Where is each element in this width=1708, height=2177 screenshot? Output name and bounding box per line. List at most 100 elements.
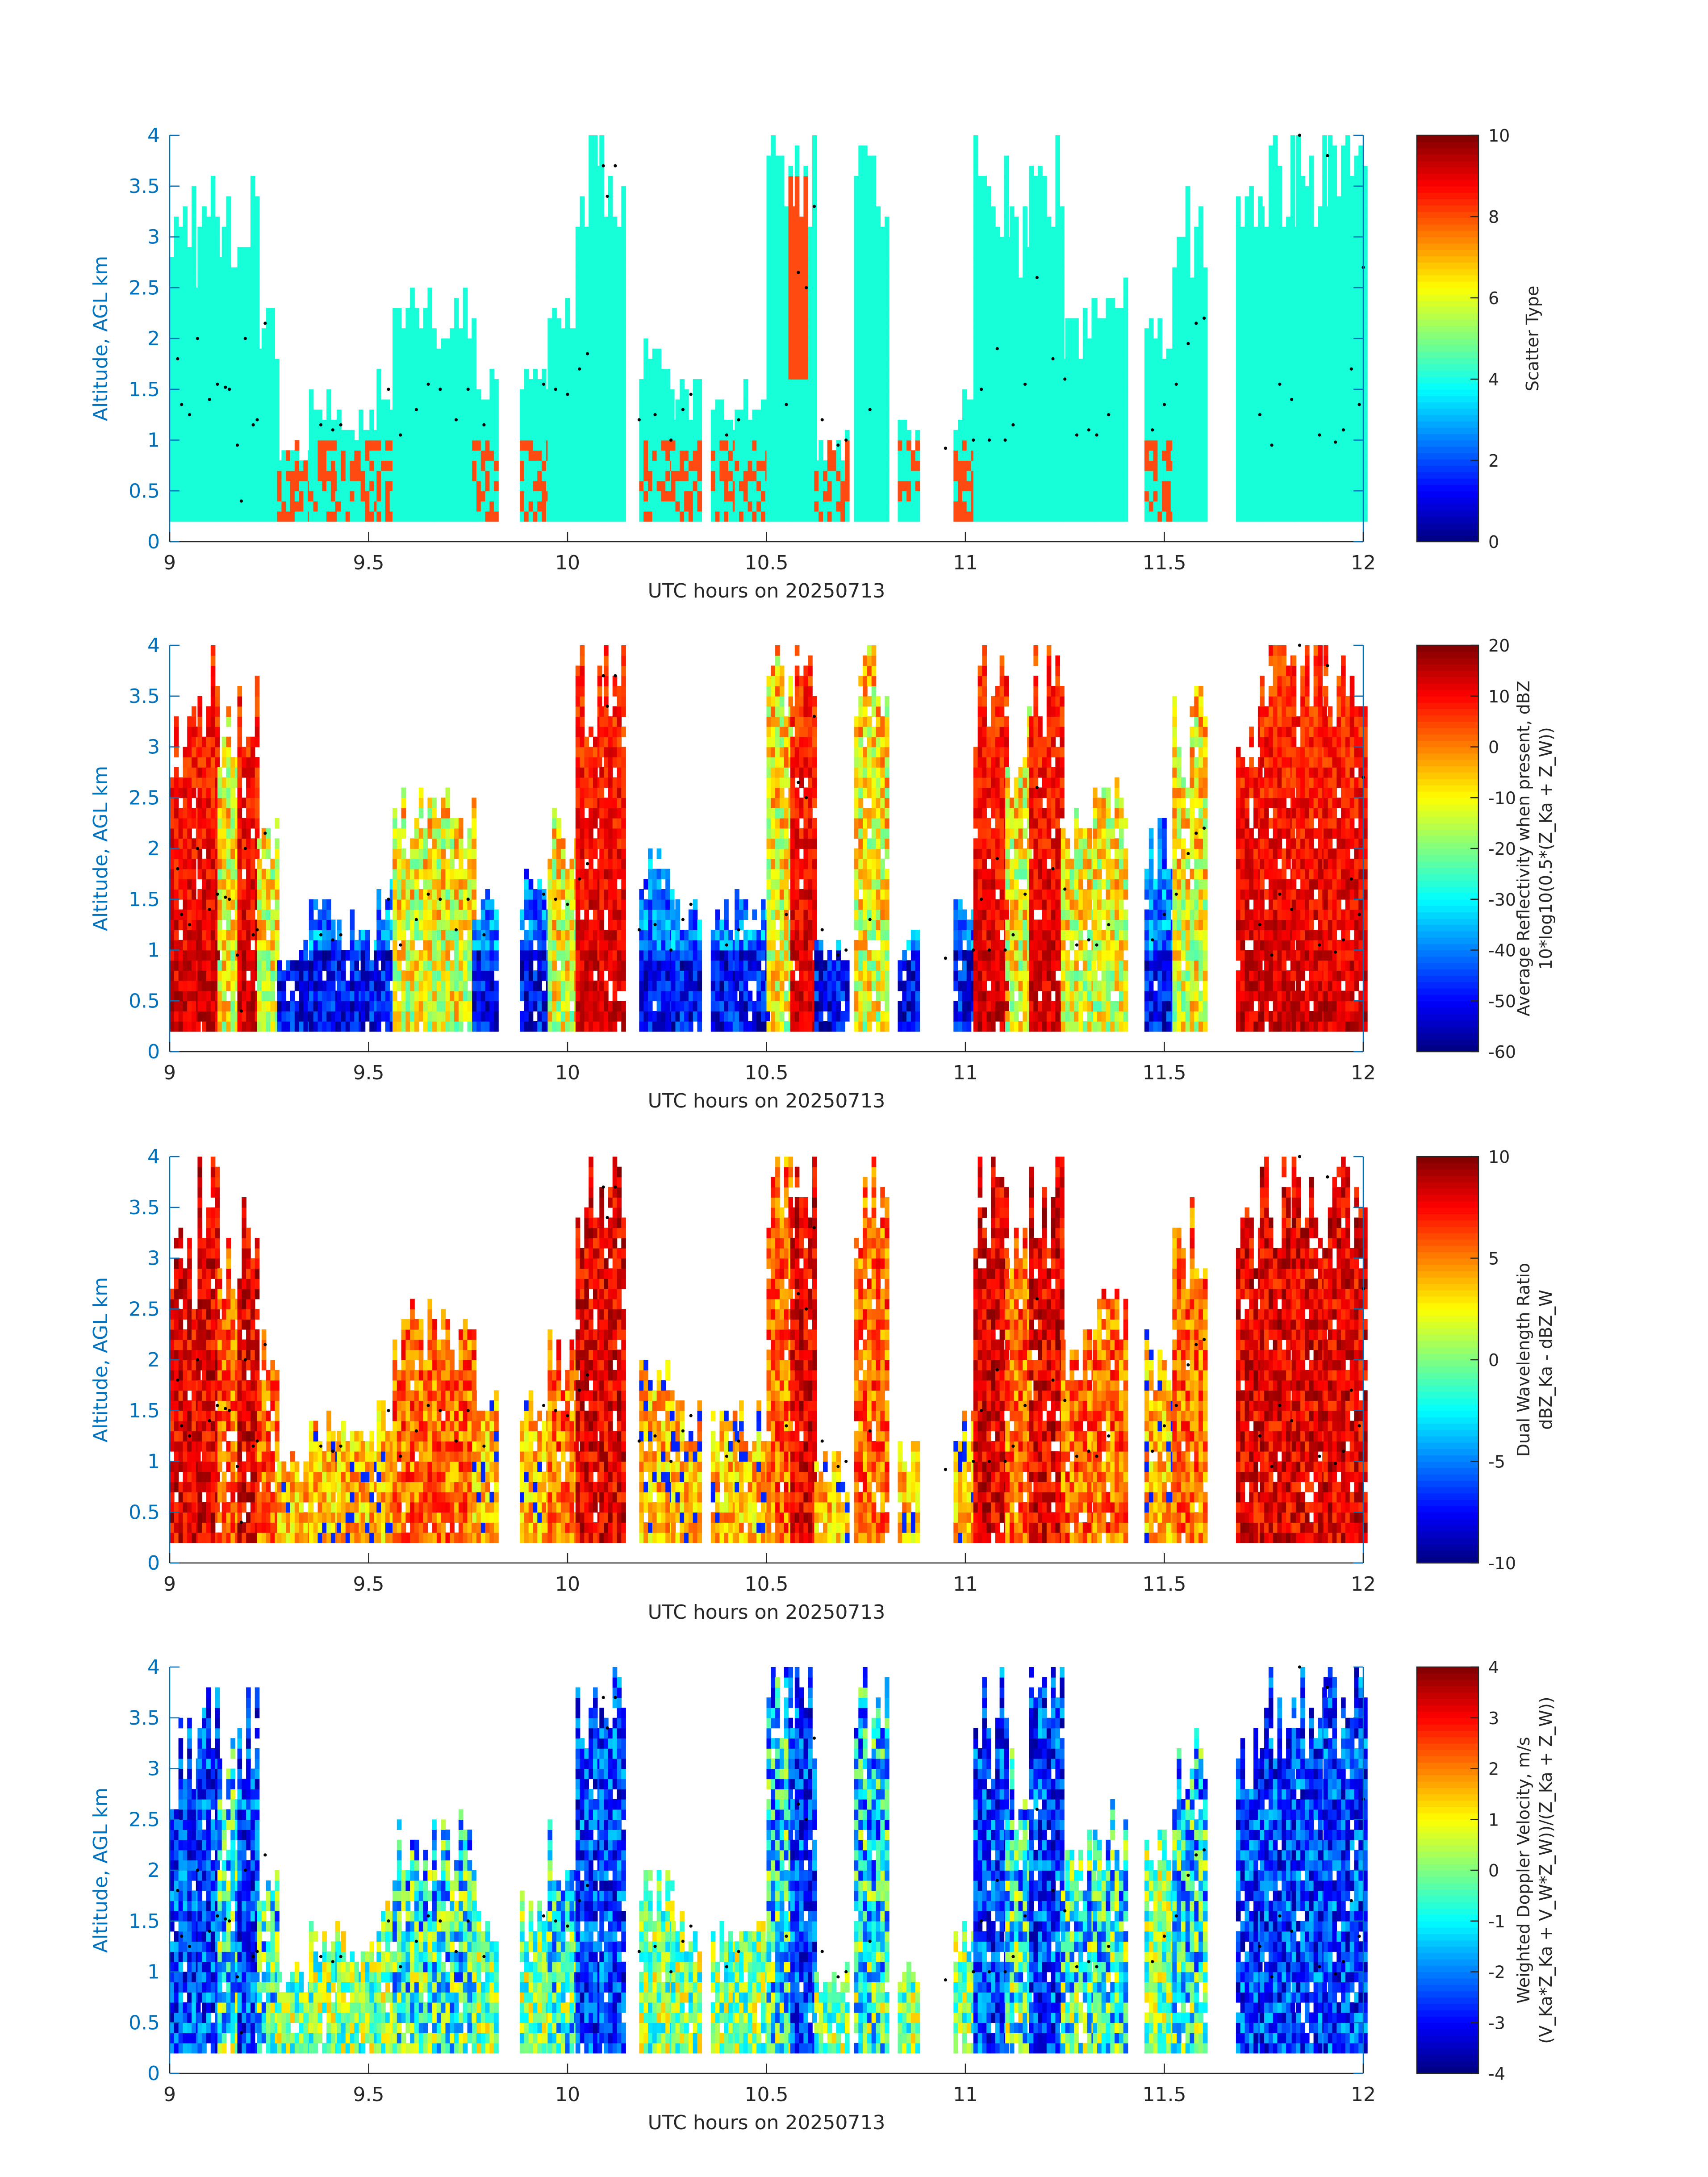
field-cell [414,481,419,492]
field-cell [854,409,859,420]
field-cell [1010,349,1015,359]
field-cell [206,247,211,258]
field-cell [1249,481,1254,492]
field-cell [854,481,859,492]
field-cell [958,460,963,471]
field-cell [858,349,863,359]
field-cell [1106,501,1111,512]
field-cell [359,409,363,420]
field-cell [715,450,720,461]
field-cell [183,349,188,359]
field-cell [1010,501,1015,512]
field-cell [197,491,202,501]
field-cell [369,460,374,471]
field-cell [246,359,251,370]
field-cell [743,460,748,471]
field-cell [206,511,211,522]
field-cell [1123,409,1128,420]
field-cell [1061,450,1066,461]
field-cell [604,257,609,268]
field-cell [476,460,481,471]
field-cell [584,409,589,420]
field-cell [771,288,776,298]
field-cell [1149,430,1154,441]
field-cell [593,501,598,512]
field-cell [432,379,437,390]
field-cell [1106,420,1111,430]
field-cell [790,298,795,309]
field-cell [337,409,342,420]
field-cell [251,206,255,217]
field-cell [576,400,580,410]
field-cell [202,308,207,319]
field-cell [463,420,468,430]
field-cell [427,450,432,461]
field-cell [854,511,859,522]
field-cell [1260,450,1265,461]
field-cell [290,450,295,461]
field-cell [230,338,235,349]
field-cell [211,450,216,461]
field-cell [441,409,446,420]
field-cell [1177,308,1182,319]
field-cell [341,460,346,471]
field-cell [648,389,653,400]
field-cell [179,440,184,451]
field-cell [593,379,598,390]
field-cell [858,206,863,217]
field-cell [784,349,789,359]
field-cell [880,389,885,400]
field-cell [986,338,991,349]
field-cell [450,481,455,492]
field-cell [1240,471,1245,481]
field-cell [728,430,733,441]
field-cell [808,379,813,390]
field-cell [593,328,598,339]
field-cell [1087,440,1092,451]
field-cell [385,420,390,430]
field-cell [639,420,644,430]
field-cell [986,257,991,268]
field-cell [671,481,676,492]
field-cell [1110,409,1115,420]
field-cell [397,460,402,471]
field-cell [309,501,314,512]
field-cell [784,227,789,238]
field-cell [266,471,271,481]
field-cell [1119,318,1124,329]
field-cell [775,206,780,217]
field-cell [863,409,868,420]
field-cell [1249,450,1254,461]
field-cell [748,430,753,441]
field-cell [410,298,415,309]
field-cell [795,298,800,309]
field-cell [767,176,772,187]
field-cell [262,511,267,522]
field-cell [410,440,415,451]
field-cell [472,349,476,359]
field-cell [973,440,978,451]
field-cell [1014,288,1019,298]
field-cell [604,338,609,349]
field-cell [1177,471,1182,481]
field-cell [1240,450,1245,461]
field-cell [639,389,644,400]
field-cell [410,328,415,339]
field-cell [580,420,585,430]
field-cell [752,409,757,420]
field-cell [995,328,1000,339]
field-cell [1177,328,1182,339]
field-cell [978,217,983,227]
field-cell [1047,278,1052,288]
field-cell [1115,369,1119,380]
field-cell [520,481,525,492]
field-cell [684,440,689,451]
field-cell [217,308,222,319]
field-cell [410,318,415,329]
field-cell [867,196,872,207]
field-cell [183,206,188,217]
field-cell [648,460,653,471]
field-cell [876,349,881,359]
field-cell [1069,511,1074,522]
field-cell [648,511,653,522]
